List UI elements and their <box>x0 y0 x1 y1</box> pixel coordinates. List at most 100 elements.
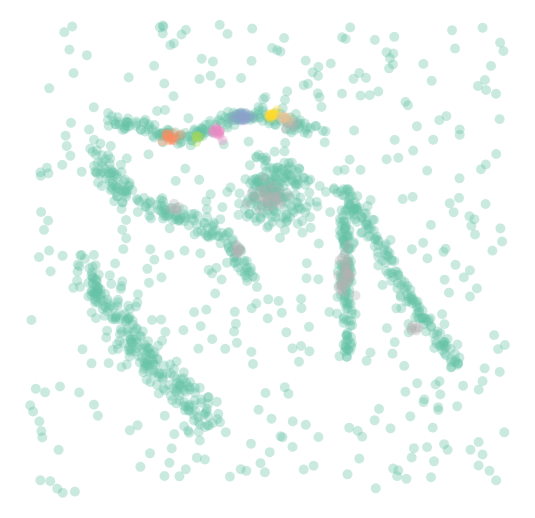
scatter-point <box>140 339 151 350</box>
scatter-point <box>382 246 393 257</box>
scatter-point <box>202 420 213 431</box>
scatter-point <box>119 338 130 349</box>
scatter-point <box>345 339 356 350</box>
scatter-point <box>102 306 113 317</box>
scatter-point <box>144 277 154 288</box>
scatter-point <box>207 126 218 137</box>
scatter-point <box>145 448 155 459</box>
scatter-point <box>90 149 101 160</box>
scatter-point <box>348 210 358 221</box>
scatter-point <box>102 115 113 126</box>
scatter-point <box>224 471 235 482</box>
scatter-point <box>283 116 294 127</box>
scatter-point <box>165 390 176 401</box>
scatter-point <box>241 264 252 275</box>
scatter-point <box>155 205 166 216</box>
scatter-point <box>292 175 303 186</box>
scatter-point <box>410 312 421 323</box>
scatter-point <box>399 277 410 288</box>
scatter-point <box>342 300 353 311</box>
scatter-point <box>110 314 121 325</box>
scatter-point <box>203 392 214 402</box>
scatter-point <box>361 355 372 366</box>
scatter-point <box>339 296 350 306</box>
scatter-point <box>418 397 429 408</box>
scatter-point <box>154 131 165 142</box>
scatter-point <box>337 32 348 43</box>
scatter-point <box>212 414 223 424</box>
scatter-point <box>332 292 343 302</box>
scatter-point <box>93 282 104 293</box>
scatter-point <box>275 431 286 442</box>
scatter-point <box>339 216 349 227</box>
scatter-point <box>147 315 158 325</box>
scatter-point <box>450 259 461 270</box>
scatter-point <box>294 164 305 175</box>
scatter-point <box>329 184 340 195</box>
scatter-point <box>244 113 255 124</box>
scatter-point <box>105 153 116 164</box>
scatter-point <box>439 337 450 348</box>
scatter-point <box>74 387 85 398</box>
scatter-point <box>201 204 212 215</box>
scatter-point <box>196 128 207 139</box>
scatter-point <box>234 198 245 209</box>
scatter-point <box>292 197 303 208</box>
scatter-point <box>89 161 99 171</box>
scatter-point <box>444 198 455 209</box>
scatter-point <box>340 223 351 234</box>
scatter-point <box>350 200 361 211</box>
scatter-point <box>217 202 228 213</box>
scatter-point <box>143 336 154 347</box>
scatter-point <box>196 394 207 405</box>
scatter-point <box>336 279 347 289</box>
scatter-point <box>386 254 397 265</box>
scatter-point <box>218 232 229 243</box>
scatter-point <box>152 353 163 364</box>
scatter-point <box>172 205 183 216</box>
scatter-point <box>277 103 288 114</box>
scatter-point <box>281 124 292 135</box>
scatter-point <box>158 131 169 142</box>
scatter-point <box>222 122 233 133</box>
scatter-point <box>370 234 380 245</box>
scatter-point <box>360 219 371 230</box>
scatter-point <box>249 113 260 124</box>
scatter-point <box>341 264 352 275</box>
scatter-point <box>37 432 48 443</box>
scatter-point <box>276 114 287 125</box>
scatter-point <box>188 409 199 420</box>
scatter-point <box>453 358 464 368</box>
scatter-point <box>236 266 247 277</box>
scatter-point <box>363 222 374 233</box>
scatter-point <box>278 111 289 122</box>
scatter-point <box>491 475 502 486</box>
scatter-point <box>162 127 172 138</box>
scatter-point <box>452 401 463 412</box>
scatter-point <box>266 186 277 197</box>
scatter-point <box>249 191 260 202</box>
scatter-point <box>288 176 299 187</box>
scatter-point <box>438 246 449 257</box>
scatter-point <box>254 187 265 198</box>
scatter-point <box>364 90 375 101</box>
scatter-point <box>169 429 180 440</box>
scatter-point <box>153 368 164 379</box>
scatter-point <box>352 425 363 436</box>
scatter-point <box>202 212 213 223</box>
scatter-point <box>186 135 197 146</box>
scatter-point <box>193 343 204 354</box>
scatter-point <box>342 335 353 346</box>
scatter-point <box>103 358 114 369</box>
scatter-point <box>271 168 282 179</box>
scatter-point <box>293 117 304 128</box>
scatter-point <box>445 344 456 354</box>
scatter-point <box>96 289 107 299</box>
scatter-point <box>284 112 295 123</box>
scatter-point <box>110 119 121 130</box>
scatter-point <box>120 185 131 196</box>
scatter-point <box>263 294 274 305</box>
scatter-point <box>234 245 245 256</box>
scatter-point <box>283 388 294 399</box>
scatter-point <box>258 171 269 182</box>
